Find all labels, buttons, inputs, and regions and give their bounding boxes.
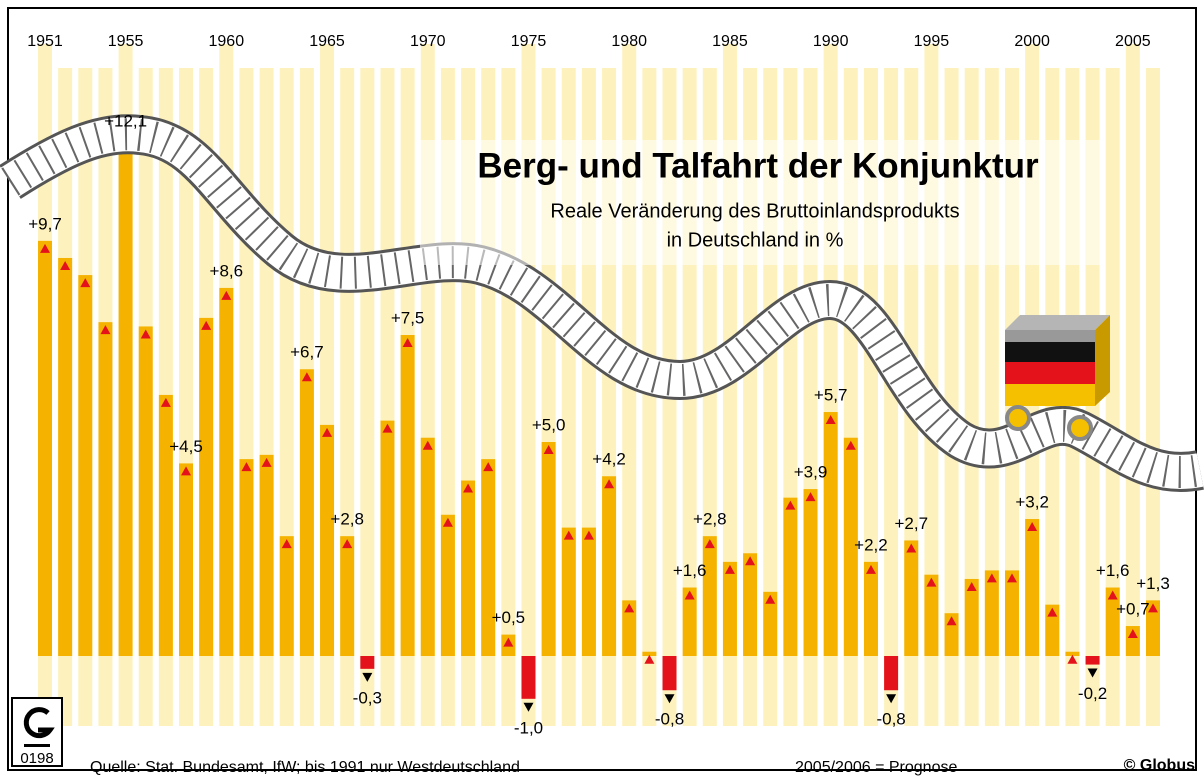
value-label: +9,7 — [28, 214, 62, 233]
value-label: +6,7 — [290, 343, 324, 362]
bar — [985, 570, 999, 656]
bar — [260, 455, 274, 656]
value-label: +0,5 — [492, 608, 526, 627]
bar — [663, 656, 677, 690]
logo-bar — [24, 744, 50, 747]
value-label: +12,1 — [104, 112, 147, 131]
bar — [864, 562, 878, 656]
value-label: +1,3 — [1136, 574, 1170, 593]
bar — [884, 656, 898, 690]
stripe — [360, 68, 374, 726]
bar — [461, 481, 475, 656]
bar — [340, 536, 354, 656]
bar — [239, 459, 253, 656]
bar — [320, 425, 334, 656]
bar — [542, 442, 556, 656]
value-label: -0,8 — [655, 710, 684, 729]
bar — [783, 498, 797, 656]
bar — [703, 536, 717, 656]
bar — [582, 528, 596, 656]
cart-gold — [1005, 384, 1095, 406]
bar — [78, 275, 92, 656]
value-label: +2,8 — [693, 510, 727, 529]
bar — [360, 656, 374, 669]
cart-gray — [1005, 330, 1095, 342]
chart: Berg- und Talfahrt der Konjunktur Reale … — [0, 0, 1204, 778]
cart-top — [1005, 315, 1110, 330]
value-label: +4,5 — [169, 437, 203, 456]
bar — [98, 322, 112, 656]
bar — [1005, 570, 1019, 656]
bar — [159, 395, 173, 656]
bar — [380, 421, 394, 656]
bar — [1025, 519, 1039, 656]
bar — [199, 318, 213, 656]
x-tick-label: 1990 — [813, 33, 849, 50]
value-label: +2,2 — [854, 535, 888, 554]
logo: 0198 — [12, 698, 62, 767]
value-label: +5,7 — [814, 386, 848, 405]
bar — [280, 536, 294, 656]
bar — [743, 553, 757, 656]
bar — [824, 412, 838, 656]
value-label: +2,7 — [894, 514, 928, 533]
bar — [219, 288, 233, 656]
bar — [119, 138, 133, 656]
x-tick-label: 1951 — [27, 33, 63, 50]
bar — [904, 540, 918, 656]
value-label: +2,8 — [330, 510, 364, 529]
x-tick-label: 1985 — [712, 33, 748, 50]
x-tick-label: 1980 — [611, 33, 647, 50]
x-tick-label: 1970 — [410, 33, 446, 50]
value-label: +1,6 — [1096, 561, 1130, 580]
bar — [401, 335, 415, 656]
value-label: +5,0 — [532, 415, 566, 434]
x-tick-label: 1975 — [511, 33, 547, 50]
cart-side — [1095, 315, 1110, 406]
wheel — [1007, 407, 1029, 429]
bar — [562, 528, 576, 656]
value-label: -1,0 — [514, 718, 543, 737]
x-tick-label: 2005 — [1115, 33, 1151, 50]
credit: © Globus — [1124, 757, 1195, 774]
bar — [38, 241, 52, 656]
bar — [521, 656, 535, 699]
x-tick-label: 1960 — [209, 33, 245, 50]
bar — [723, 562, 737, 656]
value-label: -0,2 — [1078, 684, 1107, 703]
chart-subtitle: in Deutschland in % — [667, 229, 844, 251]
value-label: +1,6 — [673, 561, 707, 580]
bar — [804, 489, 818, 656]
x-tick-label: 1995 — [914, 33, 950, 50]
value-label: +3,9 — [794, 463, 828, 482]
page: Berg- und Talfahrt der Konjunktur Reale … — [0, 0, 1204, 783]
value-label: -0,3 — [353, 688, 382, 707]
bar — [421, 438, 435, 656]
chart-title: Berg- und Talfahrt der Konjunktur — [477, 146, 1039, 185]
x-tick-label: 1955 — [108, 33, 144, 50]
value-label: +3,2 — [1015, 493, 1049, 512]
cart-red — [1005, 362, 1095, 384]
source: Quelle: Stat. Bundesamt, IfW; bis 1991 n… — [90, 759, 520, 776]
value-label: +0,7 — [1116, 600, 1150, 619]
cart-black — [1005, 342, 1095, 362]
bar — [300, 369, 314, 656]
bar — [139, 326, 153, 656]
bar — [58, 258, 72, 656]
bar — [924, 575, 938, 656]
bar — [1086, 656, 1100, 665]
value-label: -0,8 — [876, 710, 905, 729]
bar — [179, 463, 193, 656]
code: 0198 — [20, 750, 53, 767]
wheel — [1069, 417, 1091, 439]
bar — [602, 476, 616, 656]
note: 2005/2006 = Prognose — [795, 759, 957, 776]
value-label: +4,2 — [592, 450, 626, 469]
value-label: +7,5 — [391, 308, 425, 327]
bar — [441, 515, 455, 656]
x-tick-label: 1965 — [309, 33, 345, 50]
chart-subtitle: Reale Veränderung des Bruttoinlandsprodu… — [550, 200, 959, 222]
x-tick-label: 2000 — [1014, 33, 1050, 50]
value-label: +8,6 — [210, 261, 244, 280]
